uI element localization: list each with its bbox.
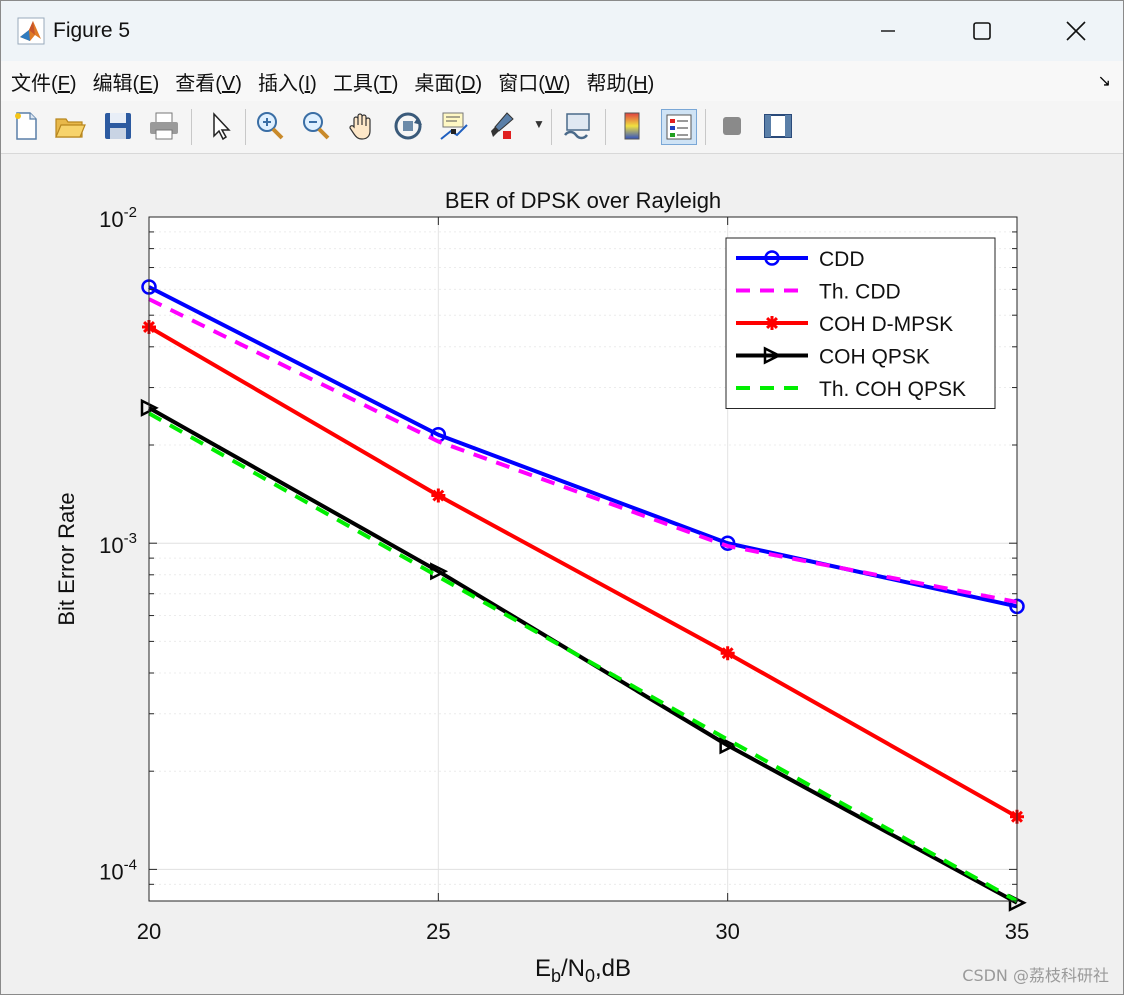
x-tick-label: 30: [715, 919, 739, 944]
window-controls: [841, 1, 1123, 61]
menu-bar: 文件(F) 编辑(E) 查看(V) 插入(I) 工具(T) 桌面(D) 窗口(W…: [1, 61, 1123, 101]
figure-canvas: 20 25 30 35 10-2 10-3 10-4 BER of DPSK over R…: [1, 154, 1123, 994]
legend-label: COH D-MPSK: [819, 313, 953, 336]
series-line: [148, 297, 1018, 605]
y-tick-exponent: -3: [124, 530, 137, 547]
title-bar: Figure 5: [1, 1, 1123, 61]
legend[interactable]: CDD Th. CDD COH D-MPSK COH QPSK Th. COH QPSK: [725, 237, 996, 409]
dock-arrow-icon[interactable]: ↘: [1097, 73, 1111, 90]
pointer-icon[interactable]: [203, 109, 237, 143]
show-plot-tools-icon[interactable]: [761, 109, 795, 143]
toolbar-separator: [605, 109, 606, 145]
menu-edit[interactable]: 编辑(E): [92, 72, 160, 95]
close-button[interactable]: [1029, 1, 1123, 61]
close-icon: [1066, 21, 1086, 41]
y-tick-label: 10-4: [99, 856, 137, 884]
chart-title: BER of DPSK over Rayleigh: [445, 188, 721, 213]
legend-marker: [765, 316, 779, 330]
menu-help[interactable]: 帮助(H): [586, 72, 655, 95]
x-tick-label: 25: [426, 919, 450, 944]
x-tick-labels: 20 25 30 35: [137, 919, 1029, 944]
open-file-icon[interactable]: [53, 109, 87, 143]
series-line: [147, 325, 1018, 819]
toolbar-separator: [705, 109, 706, 145]
data-point-marker: [431, 488, 446, 503]
y-tick-label: 10-2: [99, 204, 137, 232]
toolbar-separator: [551, 109, 552, 145]
tick-marks: [148, 216, 1018, 902]
x-axis-label-n: /N: [561, 955, 585, 982]
colorbar-icon[interactable]: [615, 109, 649, 143]
brush-dropdown-icon[interactable]: ▼: [533, 117, 545, 131]
figure-toolbar: ▼: [1, 101, 1123, 154]
window-title: Figure 5: [53, 19, 131, 42]
y-tick-exponent: -2: [124, 204, 137, 221]
toolbar-separator: [191, 109, 192, 145]
matlab-logo-icon: [17, 17, 45, 45]
x-axis-label: Eb/N0,dB: [535, 955, 631, 986]
link-plot-icon[interactable]: [561, 109, 595, 143]
series-th-coh-qpsk: [148, 411, 1018, 903]
menu-view[interactable]: 查看(V): [175, 72, 242, 95]
brush-icon[interactable]: [485, 109, 519, 143]
legend-label: CDD: [819, 248, 865, 271]
legend-marker: [763, 346, 782, 365]
data-point-marker: [720, 646, 735, 661]
x-axis-label-e: E: [535, 955, 551, 982]
x-tick-label: 35: [1005, 919, 1029, 944]
x-tick-label: 20: [137, 919, 161, 944]
save-icon[interactable]: [101, 109, 135, 143]
menu-file[interactable]: 文件(F): [11, 72, 77, 95]
series-th-cdd: [148, 297, 1018, 605]
data-point-marker: [719, 535, 736, 551]
x-axis-label-sub-b: b: [551, 966, 561, 986]
zoom-in-icon[interactable]: [253, 109, 287, 143]
y-tick-base: 10: [99, 207, 123, 232]
minimize-icon: [881, 30, 895, 32]
toolbar-separator: [245, 109, 246, 145]
rotate-3d-icon[interactable]: [391, 109, 425, 143]
data-cursor-icon[interactable]: [437, 109, 471, 143]
legend-marker: [764, 250, 780, 266]
y-tick-label: 10-3: [99, 530, 137, 558]
series-line: [148, 411, 1018, 903]
pan-icon[interactable]: [345, 109, 379, 143]
series-layer: [140, 279, 1027, 912]
legend-label: COH QPSK: [819, 346, 930, 369]
legend-label: Th. COH QPSK: [819, 378, 966, 401]
menu-tools[interactable]: 工具(T): [332, 72, 399, 95]
new-figure-icon[interactable]: [9, 109, 43, 143]
watermark: CSDN @荔枝科研社: [962, 966, 1109, 985]
menu-desktop[interactable]: 桌面(D): [414, 72, 483, 95]
legend-icon[interactable]: [661, 109, 697, 145]
legend-label: Th. CDD: [819, 281, 901, 304]
y-tick-base: 10: [99, 533, 123, 558]
data-point-marker: [719, 736, 738, 755]
axes-box: [148, 216, 1018, 902]
y-tick-labels: 10-210-310-4: [99, 204, 137, 884]
y-axis-label: Bit Error Rate: [54, 492, 79, 625]
ber-chart[interactable]: 20 25 30 35 10-210-310-4 BER of DPSK over R…: [1, 154, 1124, 994]
minimize-button[interactable]: [841, 1, 935, 61]
x-axis-label-unit: ,dB: [595, 955, 631, 982]
menu-insert[interactable]: 插入(I): [257, 72, 317, 95]
y-tick-exponent: -4: [124, 856, 137, 873]
print-icon[interactable]: [147, 109, 181, 143]
maximize-icon: [973, 22, 991, 40]
hide-plot-tools-icon[interactable]: [715, 109, 749, 143]
maximize-button[interactable]: [935, 1, 1029, 61]
series-line: [148, 406, 1018, 905]
y-tick-base: 10: [99, 859, 123, 884]
x-axis-label-sub-0: 0: [585, 966, 595, 986]
menu-window[interactable]: 窗口(W): [498, 72, 571, 95]
zoom-out-icon[interactable]: [299, 109, 333, 143]
